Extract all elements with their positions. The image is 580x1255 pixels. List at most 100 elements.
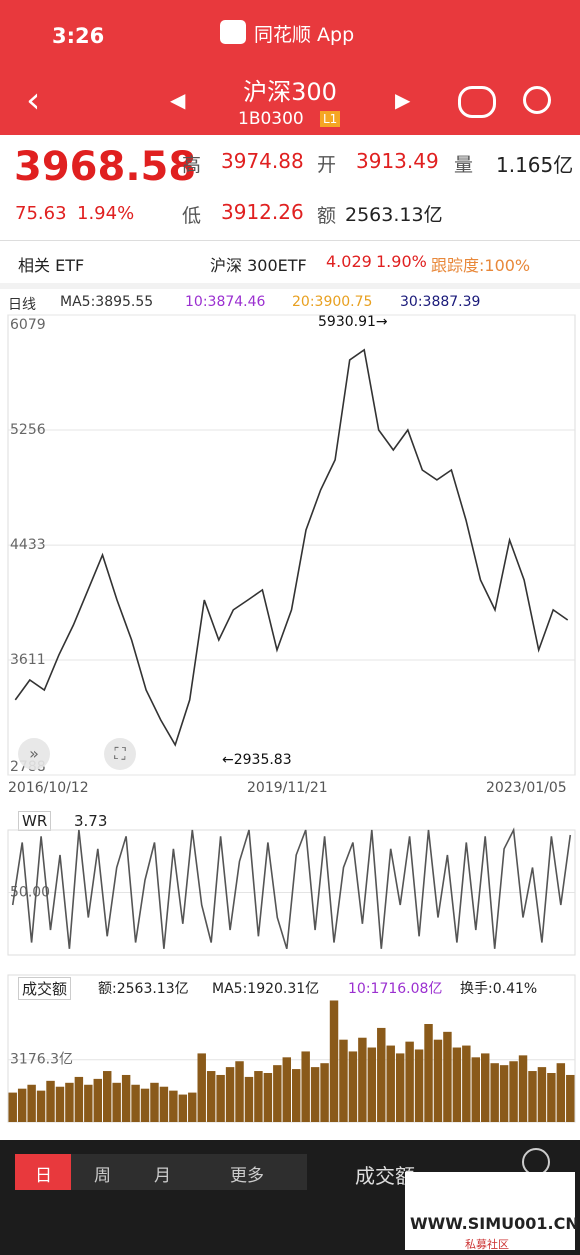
label: 高 <box>182 154 202 176</box>
label: 低 <box>182 205 202 227</box>
min-note: ←2935.83 <box>222 752 292 768</box>
app-name: 同花顺 App <box>254 24 355 46</box>
volume-label[interactable]: 成交额 <box>18 977 72 1000</box>
bar <box>292 1069 301 1122</box>
turnover: 换手:0.41% <box>460 981 538 997</box>
tab-active <box>15 1154 71 1190</box>
bar <box>433 1039 443 1122</box>
bar <box>405 1041 414 1122</box>
bar <box>452 1047 462 1122</box>
period: 日线 <box>8 297 36 313</box>
value: 3974.88 <box>221 149 304 173</box>
etf-tracking: 跟踪度:100% <box>431 256 531 275</box>
bar <box>17 1088 27 1122</box>
app-icon <box>220 20 246 44</box>
bar <box>159 1086 169 1122</box>
bar <box>84 1084 93 1122</box>
bar <box>169 1090 178 1122</box>
etf-price: 4.029 <box>326 252 372 271</box>
max-note: 5930.91→ <box>318 314 388 330</box>
bar <box>74 1076 84 1122</box>
prev-button[interactable]: ◀ <box>170 88 186 112</box>
x-label: 2023/01/05 <box>486 780 567 796</box>
etf-name[interactable]: 沪深 300ETF <box>210 256 307 275</box>
bar <box>320 1063 329 1122</box>
bar <box>414 1049 424 1122</box>
bar <box>395 1053 405 1122</box>
bar <box>140 1088 150 1122</box>
back-button[interactable]: ‹ <box>26 80 41 121</box>
tab[interactable]: 更多 <box>230 1166 264 1186</box>
ma30: 30:3887.39 <box>400 294 481 310</box>
bar <box>65 1082 74 1122</box>
bar <box>301 1051 310 1122</box>
bar <box>348 1051 358 1122</box>
y-tick-label: 3176.3亿 <box>10 1052 73 1068</box>
value: 2563.13亿 <box>345 204 443 226</box>
bar <box>103 1071 112 1122</box>
bar <box>282 1057 291 1122</box>
etf-label: 相关 ETF <box>18 256 85 275</box>
bar <box>225 1067 235 1122</box>
bar <box>377 1027 386 1122</box>
change: 75.63 <box>15 203 67 224</box>
watermark-bg <box>405 1172 575 1250</box>
label: 开 <box>317 154 337 176</box>
y-tick-label: 4433 <box>10 537 46 553</box>
bar <box>481 1053 490 1122</box>
title: 沪深300 <box>243 78 337 106</box>
bar <box>235 1061 244 1122</box>
etf-pct: 1.90% <box>376 252 427 271</box>
bar <box>27 1084 36 1122</box>
tab[interactable]: 日 <box>35 1166 52 1186</box>
bar <box>556 1063 566 1122</box>
bar <box>121 1074 131 1122</box>
x-label: 2016/10/12 <box>8 780 89 796</box>
next-button[interactable]: ▶ <box>395 88 411 112</box>
bar <box>244 1076 254 1122</box>
ma5: MA5:3895.55 <box>60 294 154 310</box>
y-tick-label: 5256 <box>10 422 46 438</box>
expand-button[interactable]: » <box>18 738 50 770</box>
level-badge: L1 <box>320 111 341 127</box>
bar <box>254 1071 263 1122</box>
bar <box>93 1078 102 1122</box>
divider <box>0 283 580 289</box>
line <box>11 827 572 950</box>
bar <box>471 1057 480 1122</box>
bar <box>273 1065 282 1122</box>
bar <box>490 1063 499 1122</box>
bar <box>443 1031 452 1122</box>
value: 3913.49 <box>356 149 439 173</box>
bar <box>55 1086 65 1122</box>
y-tick-label: 50.00 <box>10 885 50 901</box>
line <box>14 348 569 747</box>
bar <box>36 1090 46 1122</box>
robot-icon[interactable] <box>458 86 496 118</box>
volume-ma5: MA5:1920.31亿 <box>212 981 320 997</box>
search-icon[interactable] <box>523 86 551 114</box>
code: 1B0300 <box>238 109 304 129</box>
bar <box>131 1084 140 1122</box>
bar <box>537 1067 547 1122</box>
ma20: 20:3900.75 <box>292 294 373 310</box>
volume-ma10: 10:1716.08亿 <box>348 981 443 997</box>
bar <box>358 1037 367 1122</box>
tab[interactable]: 周 <box>94 1166 111 1186</box>
panel-frame <box>7 974 576 1123</box>
time: 3:26 <box>52 24 105 48</box>
bar <box>188 1092 197 1122</box>
volume-amount: 额:2563.13亿 <box>98 981 189 997</box>
tab[interactable]: 月 <box>154 1166 171 1186</box>
bar <box>46 1080 55 1122</box>
value: 1.165亿 <box>496 153 574 177</box>
label: 量 <box>454 154 474 176</box>
bar <box>528 1071 537 1122</box>
x-label: 2019/11/21 <box>247 780 328 796</box>
bar <box>263 1073 273 1122</box>
bar <box>150 1082 159 1122</box>
fullscreen-button[interactable]: ⛶ <box>104 738 136 770</box>
ma10: 10:3874.46 <box>185 294 266 310</box>
bar <box>329 1000 339 1122</box>
